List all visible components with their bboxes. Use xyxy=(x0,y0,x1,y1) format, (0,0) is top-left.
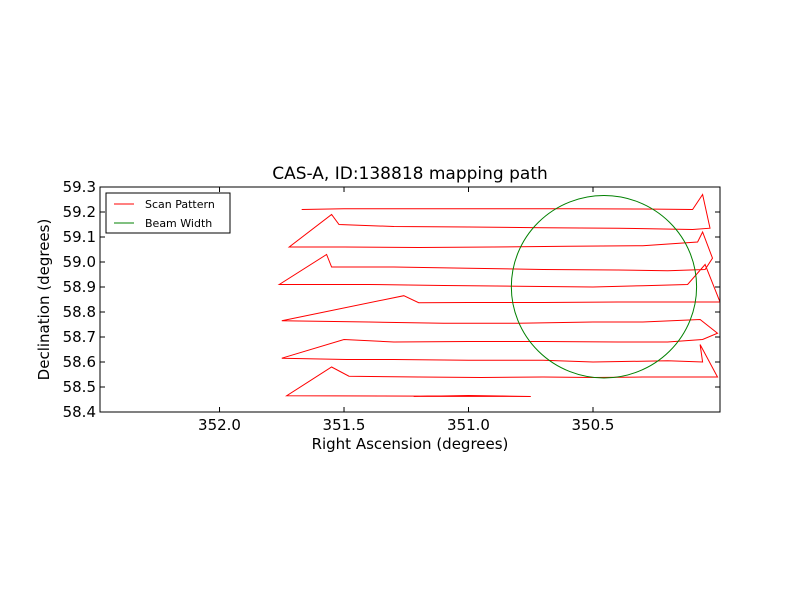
x-tick-label: 352.0 xyxy=(198,416,241,434)
y-tick-label: 58.6 xyxy=(63,353,96,371)
y-tick-label: 59.3 xyxy=(63,178,96,196)
series-circle-beam-width xyxy=(510,195,698,379)
y-tick-label: 59.0 xyxy=(63,253,96,271)
legend-label-scan-pattern: Scan Pattern xyxy=(145,198,215,211)
chart-title: CAS-A, ID:138818 mapping path xyxy=(272,164,548,184)
x-tick-label: 351.5 xyxy=(323,416,366,434)
y-tick-label: 58.5 xyxy=(63,378,96,396)
x-axis: 352.0 351.5 351.0 350.5 xyxy=(198,187,614,434)
y-axis-label: Declination (degrees) xyxy=(35,219,53,381)
x-axis-label: Right Ascension (degrees) xyxy=(312,435,509,453)
y-tick-label: 58.4 xyxy=(63,403,96,421)
x-tick-label: 350.5 xyxy=(572,416,615,434)
legend-label-beam-width: Beam Width xyxy=(145,217,212,230)
y-tick-label: 59.2 xyxy=(63,203,96,221)
series-line-scan-pattern xyxy=(277,193,720,397)
plot-area-frame xyxy=(99,186,721,413)
y-tick-label: 58.7 xyxy=(63,328,96,346)
legend: Scan Pattern Beam Width xyxy=(105,192,231,234)
y-tick-label: 58.8 xyxy=(63,303,96,321)
y-tick-label: 59.1 xyxy=(63,228,96,246)
x-tick-label: 351.0 xyxy=(447,416,490,434)
y-axis: 58.4 58.5 58.6 58.7 58.8 58.9 59.0 59.1 59.2 59.3 xyxy=(63,178,720,421)
y-tick-label: 58.9 xyxy=(63,278,96,296)
legend-frame xyxy=(105,192,231,234)
